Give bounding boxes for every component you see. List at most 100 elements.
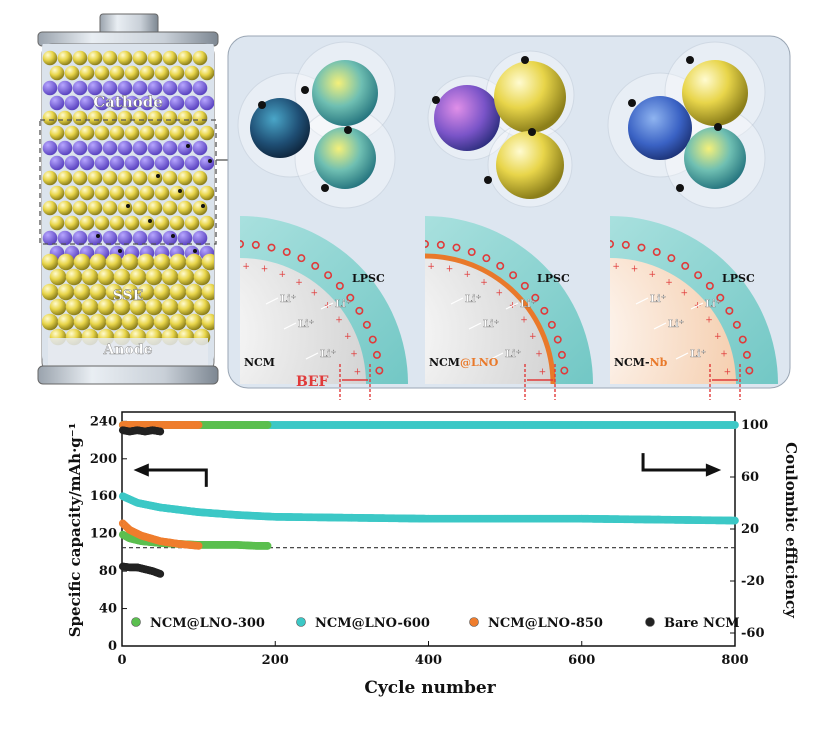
sse-particle (201, 283, 214, 301)
interface-cation: + (335, 316, 343, 326)
sse-particle (137, 313, 155, 331)
interface-anion (362, 320, 371, 329)
y-tick-label-left: 120 (90, 527, 117, 542)
ion-arrow (653, 322, 667, 330)
x-tick-label: 200 (262, 653, 289, 668)
cathode-particle (169, 155, 185, 171)
y-tick-label-right: 20 (741, 522, 759, 537)
sse-particle (65, 268, 83, 286)
cathode-particle (124, 185, 140, 201)
cathode-particle (42, 170, 58, 186)
sse-particle (177, 298, 195, 316)
sse-particle (145, 298, 163, 316)
y-axis-label-left: Specific capacity/mAh·g⁻¹ (66, 423, 84, 638)
sse-particle (42, 313, 59, 331)
sse-particle (57, 253, 75, 271)
li-ion-label: Li⁺ (320, 349, 336, 360)
carbon-additive (193, 249, 197, 253)
cathode-particle (147, 80, 163, 96)
interface-cation: + (535, 349, 543, 359)
efficiency-point (731, 421, 739, 429)
interface-anion (251, 240, 260, 249)
sse-label: SSE (113, 288, 144, 304)
interface-anion (240, 240, 244, 248)
cathode-particle (162, 50, 178, 66)
cathode-particle (42, 140, 58, 156)
cathode-particle (64, 65, 80, 81)
cathode-particle (94, 155, 110, 171)
cathode-particle (169, 65, 185, 81)
cathode-particle (87, 170, 103, 186)
capacity-point (156, 570, 165, 578)
cathode-particle (132, 170, 148, 186)
cathode-particle (124, 125, 140, 141)
cathode-particle (94, 65, 110, 81)
li-ion-label: Li⁺ (298, 319, 314, 330)
sse-particle (89, 283, 107, 301)
y-tick-label-left: 240 (90, 414, 117, 429)
cathode-particle (87, 110, 103, 126)
sse-particle (121, 283, 139, 301)
cathode-particle (132, 50, 148, 66)
sse-particle (89, 313, 107, 331)
sse-particle (57, 313, 75, 331)
sse-particle (185, 283, 203, 301)
cathode-particle (102, 140, 118, 156)
interface-anion (738, 335, 747, 344)
interface-anion (297, 254, 306, 263)
schematic-figure: Cathode SSE Anode (37, 13, 791, 400)
sse-particle (105, 253, 123, 271)
cathode-particle (42, 230, 58, 246)
cathode-particle (42, 200, 58, 216)
cathode-core (610, 258, 736, 384)
cathode-particle (184, 155, 200, 171)
legend-marker (645, 617, 655, 627)
cathode-particle (154, 155, 170, 171)
particle-cluster-ncm-lno (427, 50, 575, 208)
cathode-particle (192, 140, 208, 156)
cathode-particle (42, 50, 58, 66)
cathode-particle (132, 110, 148, 126)
cathode-particle (199, 65, 214, 81)
cathode-particle (192, 230, 208, 246)
cathode-particle (154, 95, 170, 111)
cathode-particle (184, 65, 200, 81)
cathode-particle (72, 200, 88, 216)
li-ion-label: Li⁺ (335, 299, 351, 310)
ion-arrow (690, 302, 704, 310)
y-tick-label-right: 60 (741, 470, 759, 485)
right-axis-arrowhead (705, 463, 722, 477)
interface-anion (372, 350, 381, 359)
interface-anion (694, 271, 703, 280)
legend-marker (469, 617, 479, 627)
cathode-particle (64, 185, 80, 201)
cathode-particle (132, 230, 148, 246)
cathode-particle (94, 185, 110, 201)
cathode-particle (72, 110, 88, 126)
cathode-particle (124, 215, 140, 231)
interface-anion (355, 306, 364, 315)
cathode-particle (109, 125, 125, 141)
cathode-type-label: NCM-Nb (614, 356, 668, 369)
right-axis-arrow (641, 453, 713, 472)
interface-cation: + (350, 349, 358, 359)
cathode-particle (102, 230, 118, 246)
cathode-particle (57, 110, 73, 126)
cathode-particle (79, 65, 95, 81)
cathode-type-label: NCM (244, 356, 275, 369)
interface-anion (467, 248, 476, 257)
y-axis-label-right: Coulombic efficiency (782, 442, 800, 619)
cathode-particle (154, 65, 170, 81)
particle-cluster-ncm (237, 41, 396, 209)
sse-particle (42, 253, 59, 271)
li-ion-label: Li⁺ (690, 349, 706, 360)
anode-label: Anode (102, 342, 152, 358)
sse-particle (81, 298, 99, 316)
cathode-particle (94, 215, 110, 231)
cathode-particle (117, 110, 133, 126)
y-tick-label-right: -20 (741, 574, 765, 589)
capacity-point (194, 541, 203, 550)
interface-cation: + (714, 332, 722, 342)
cathode-particle (147, 230, 163, 246)
sse-particle (57, 283, 75, 301)
